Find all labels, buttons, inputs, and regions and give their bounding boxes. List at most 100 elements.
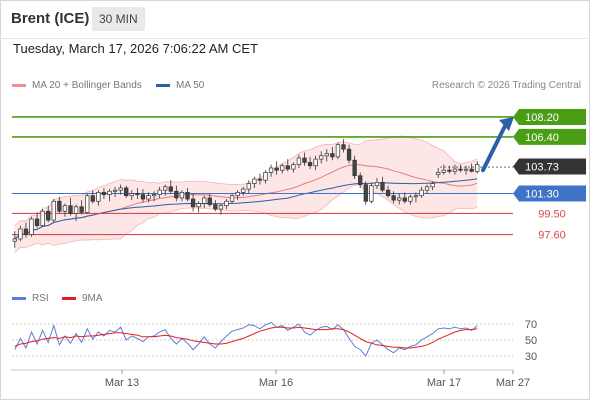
candle-body — [68, 205, 73, 214]
candle-body — [224, 200, 229, 207]
price-tag-108.20: 108.20 — [513, 108, 586, 125]
candle-body — [458, 168, 463, 171]
rsi-tick-label: 70 — [525, 319, 537, 331]
x-axis-label: Mar 17 — [427, 377, 461, 389]
candle-body — [324, 153, 329, 157]
candle-body — [358, 175, 363, 185]
candle-body — [62, 205, 68, 212]
bollinger-lower-line — [14, 184, 478, 253]
research-credit: Research © 2026 Trading Central — [431, 80, 581, 91]
candle-body — [196, 203, 201, 208]
price-label: 103.73 — [525, 162, 559, 174]
price-label: 108.20 — [525, 112, 559, 124]
candle-body — [241, 188, 246, 193]
candle-body — [397, 197, 402, 201]
legend-ma50-label: MA 50 — [176, 80, 205, 91]
instrument-title: Brent (ICE) — [11, 10, 90, 27]
price-label: 106.40 — [525, 132, 559, 144]
candle-body — [436, 172, 441, 175]
price-tag-106.40: 106.40 — [513, 128, 586, 145]
x-axis-label: Mar 16 — [259, 377, 293, 389]
price-label: 99.50 — [538, 208, 566, 220]
legend-ma9: 9MA — [62, 293, 103, 304]
projection-arrowhead — [499, 116, 514, 131]
legend-bollinger-swatch — [12, 84, 26, 87]
candle-body — [252, 178, 257, 184]
candle-body — [469, 168, 474, 172]
candle-body — [319, 155, 324, 160]
x-axis-label: Mar 13 — [105, 377, 139, 389]
candle-body — [307, 162, 313, 167]
legend-ma9-label: 9MA — [82, 293, 103, 304]
candle-body — [447, 169, 452, 172]
legend-rsi-swatch — [12, 297, 26, 300]
candle-body — [441, 169, 446, 173]
candle-body — [291, 164, 296, 170]
candle-body — [151, 194, 157, 197]
candle-body — [408, 196, 413, 202]
candle-body — [346, 148, 352, 161]
candle-body — [146, 195, 151, 200]
candle-body — [257, 178, 263, 181]
price-label: 101.30 — [525, 188, 559, 200]
candle-body — [18, 228, 23, 240]
legend-bollinger-label: MA 20 + Bollinger Bands — [32, 80, 142, 91]
candle-body — [174, 190, 179, 199]
candle-body — [335, 144, 341, 158]
candle-body — [124, 187, 129, 197]
candle-body — [385, 189, 391, 197]
candle-body — [46, 210, 51, 221]
candle-body — [280, 165, 285, 171]
price-label: 97.60 — [538, 230, 566, 242]
legend-ma50-swatch — [156, 84, 170, 87]
price-tag-bg — [513, 128, 586, 145]
candle-body — [135, 193, 140, 195]
chart-timestamp: Tuesday, March 17, 2026 7:06:22 AM CET — [13, 41, 258, 56]
candle-body — [363, 184, 368, 202]
price-tag-97.60: 97.60 — [538, 230, 566, 242]
candle-body — [179, 192, 185, 199]
period-button[interactable]: 30 MIN — [92, 7, 145, 31]
price-tag-101.30: 101.30 — [513, 185, 586, 202]
candle-body — [185, 192, 190, 200]
candle-body — [12, 238, 17, 242]
candle-body — [391, 195, 396, 201]
candle-body — [85, 195, 90, 213]
candle-body — [51, 200, 56, 221]
candle-body — [475, 164, 480, 172]
candle-body — [424, 186, 430, 191]
candle-body — [129, 193, 134, 197]
candle-body — [40, 210, 45, 227]
legend-rsi-label: RSI — [32, 293, 49, 304]
candle-body — [246, 183, 251, 190]
candle-body — [463, 168, 469, 171]
legend-rsi: RSI — [12, 293, 49, 304]
candle-body — [274, 167, 279, 171]
candle-body — [118, 187, 123, 191]
rsi-tick-label: 50 — [525, 335, 537, 347]
candle-body — [29, 218, 34, 235]
x-axis-label: Mar 27 — [496, 377, 530, 389]
candle-body — [73, 206, 79, 214]
candle-body — [302, 157, 307, 163]
candle-body — [229, 195, 235, 202]
candle-body — [163, 186, 168, 191]
candle-body — [296, 157, 302, 166]
candle-body — [112, 189, 118, 192]
candle-body — [57, 200, 62, 212]
title-bar: Brent (ICE) 30 MIN — [0, 0, 590, 39]
legend-bollinger: MA 20 + Bollinger Bands — [12, 80, 142, 91]
candle-body — [263, 172, 268, 181]
candle-body — [202, 197, 207, 204]
rsi-line — [14, 321, 478, 357]
candle-body — [34, 218, 40, 227]
candle-body — [413, 195, 419, 198]
candle-body — [213, 204, 218, 210]
candle-body — [218, 205, 224, 210]
candle-body — [452, 168, 458, 172]
candle-body — [96, 192, 101, 202]
legend-ma50: MA 50 — [156, 80, 204, 91]
price-tag-103.73: 103.73 — [513, 158, 586, 175]
price-tag-99.50: 99.50 — [538, 208, 566, 220]
